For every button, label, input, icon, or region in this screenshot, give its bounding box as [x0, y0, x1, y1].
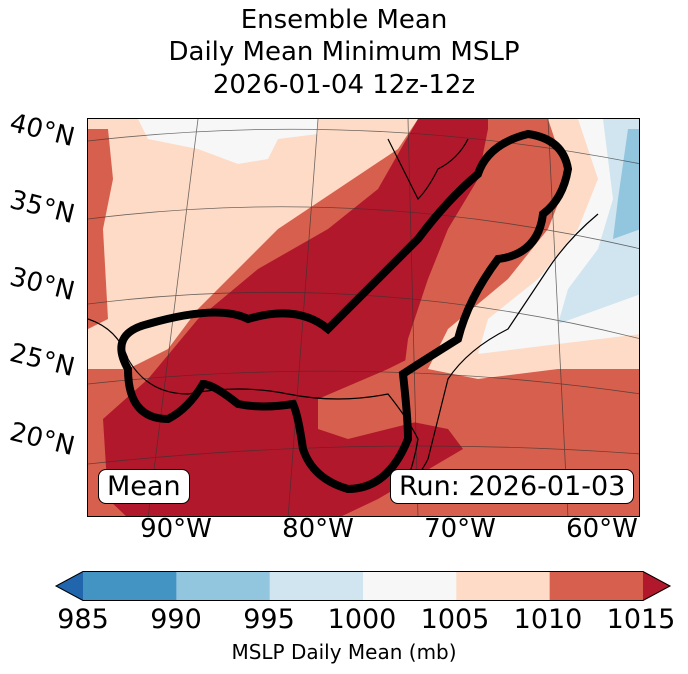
colorbar — [55, 571, 671, 601]
colorbar-tick-995: 995 — [243, 604, 295, 635]
coastlines — [88, 138, 599, 490]
colorbar-tick-1015: 1015 — [606, 604, 676, 635]
colorbar-tick-1005: 1005 — [420, 604, 490, 635]
lat-label-20n: 20°N — [6, 417, 78, 462]
lon-label-70w: 70°W — [424, 514, 496, 544]
colorbar-outline — [55, 571, 671, 601]
pressure-map: Mean Run: 2026-01-03 — [87, 118, 640, 517]
field-995-1000-atlantic — [558, 119, 639, 324]
title-line-3: 2026-01-04 12z-12z — [212, 70, 476, 100]
field-990-995-atlantic — [613, 129, 639, 239]
colorbar-bin-1000-1005 — [363, 571, 457, 601]
colorbar-tick-990: 990 — [150, 604, 202, 635]
title-line-2: Daily Mean Minimum MSLP — [168, 37, 520, 67]
ensemble-contour — [117, 129, 573, 494]
colorbar-tick-1000: 1000 — [327, 604, 397, 635]
colorbar-bin-990-995 — [176, 571, 271, 601]
lat-label-25n: 25°N — [6, 338, 78, 383]
field-1010-1015-west-edge — [88, 129, 113, 329]
field-1000-1005-north — [138, 119, 318, 164]
lon-label-60w: 60°W — [566, 514, 638, 544]
colorbar-tick-985: 985 — [57, 604, 109, 635]
lat-label-40n: 40°N — [6, 108, 78, 153]
colorbar-bin-995-1000 — [269, 571, 364, 601]
colorbar-bin-1005-1010 — [456, 571, 551, 601]
lat-label-30n: 30°N — [6, 262, 78, 307]
colorbar-bin-985-990 — [83, 571, 177, 601]
colorbar-bin-1010-1015 — [549, 571, 644, 601]
map-canvas — [88, 119, 639, 516]
colorbar-extend-low — [55, 571, 83, 601]
lat-label-35n: 35°N — [6, 185, 78, 230]
lon-label-80w: 80°W — [282, 514, 354, 544]
colorbar-extend-high — [643, 571, 671, 601]
annotation-mean: Mean — [98, 469, 190, 504]
annotation-run-date: Run: 2026-01-03 — [390, 469, 635, 504]
lon-label-90w: 90°W — [140, 514, 212, 544]
field-1005-1010-nw — [88, 119, 418, 369]
title-line-1: Ensemble Mean — [240, 5, 448, 35]
colorbar-tick-1010: 1010 — [513, 604, 583, 635]
colorbar-label: MSLP Daily Mean (mb) — [231, 640, 457, 664]
